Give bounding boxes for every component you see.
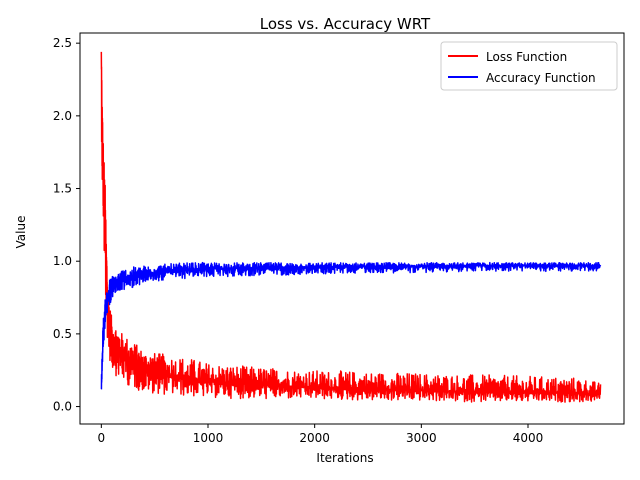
- series-accuracy: [100, 261, 602, 390]
- series-loss: [100, 51, 602, 403]
- legend: Loss Function Accuracy Function: [440, 41, 618, 91]
- x-tick-label: 0: [98, 431, 106, 445]
- y-tick-label: 1.5: [53, 182, 72, 196]
- legend-label-loss: Loss Function: [486, 50, 567, 64]
- y-axis-label: Value: [14, 216, 28, 249]
- series-line: [100, 51, 602, 403]
- y-tick-label: 2.0: [53, 109, 72, 123]
- x-axis-label: Iterations: [316, 451, 373, 465]
- y-tick-label: 2.5: [53, 36, 72, 50]
- series-line: [100, 261, 602, 390]
- y-tick-label: 0.5: [53, 327, 72, 341]
- x-tick-label: 1000: [193, 431, 224, 445]
- axes-frame: [79, 32, 625, 425]
- x-tick-label: 4000: [513, 431, 544, 445]
- x-axis-ticks: 0 1000 2000 3000 4000: [98, 424, 544, 445]
- x-tick-label: 2000: [299, 431, 330, 445]
- legend-label-accuracy: Accuracy Function: [486, 71, 596, 85]
- x-tick-label: 3000: [406, 431, 437, 445]
- axes-background: [80, 33, 624, 424]
- y-axis-ticks: 0.0 0.5 1.0 1.5 2.0 2.5: [53, 36, 80, 414]
- series-layer: [100, 51, 602, 403]
- y-tick-label: 1.0: [53, 254, 72, 268]
- legend-box: [440, 41, 618, 91]
- y-tick-label: 0.0: [53, 400, 72, 414]
- chart-title: Loss vs. Accuracy WRT: [260, 15, 431, 33]
- plot-area: [79, 32, 625, 425]
